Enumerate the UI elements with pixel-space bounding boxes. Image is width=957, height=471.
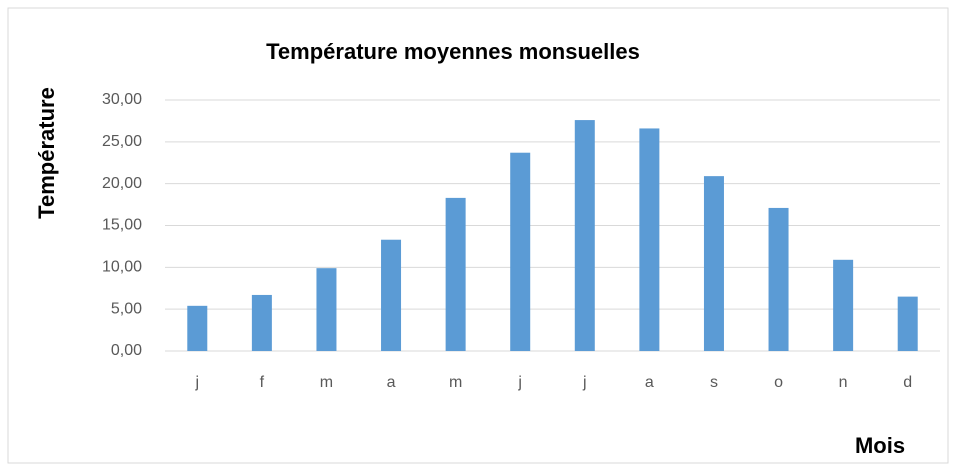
- bar: [381, 239, 402, 351]
- y-tick-label: 10,00: [102, 259, 142, 276]
- bar: [251, 294, 272, 351]
- bar: [187, 305, 208, 351]
- y-tick-label: 0,00: [111, 342, 142, 359]
- x-tick-label: d: [903, 374, 912, 391]
- x-tick-label: a: [387, 374, 396, 391]
- bar: [316, 268, 337, 351]
- bar: [574, 120, 595, 351]
- x-tick-label: m: [449, 374, 462, 391]
- chart-frame: [7, 7, 949, 464]
- x-axis-label: Mois: [855, 433, 905, 458]
- y-tick-label: 20,00: [102, 175, 142, 192]
- chart-title: Température moyennes monsuelles: [266, 39, 640, 64]
- x-tick-label: m: [320, 374, 333, 391]
- bar: [510, 152, 531, 351]
- y-tick-label: 15,00: [102, 217, 142, 234]
- bar: [639, 128, 660, 351]
- y-axis-label: Température: [34, 87, 59, 219]
- x-tick-label: n: [839, 374, 848, 391]
- bar: [897, 296, 918, 351]
- x-tick-label: s: [710, 374, 718, 391]
- bar: [833, 259, 854, 351]
- y-tick-label: 25,00: [102, 133, 142, 150]
- bar: [703, 176, 724, 351]
- x-tick-label: a: [645, 374, 654, 391]
- y-tick-label: 5,00: [111, 300, 142, 317]
- x-tick-label: j: [517, 374, 522, 391]
- x-tick-label: f: [260, 374, 265, 391]
- x-tick-label: o: [774, 374, 783, 391]
- x-tick-label: j: [195, 374, 200, 391]
- bar: [768, 207, 789, 351]
- y-tick-label: 30,00: [102, 91, 142, 108]
- bar: [445, 197, 466, 351]
- x-tick-label: j: [582, 374, 587, 391]
